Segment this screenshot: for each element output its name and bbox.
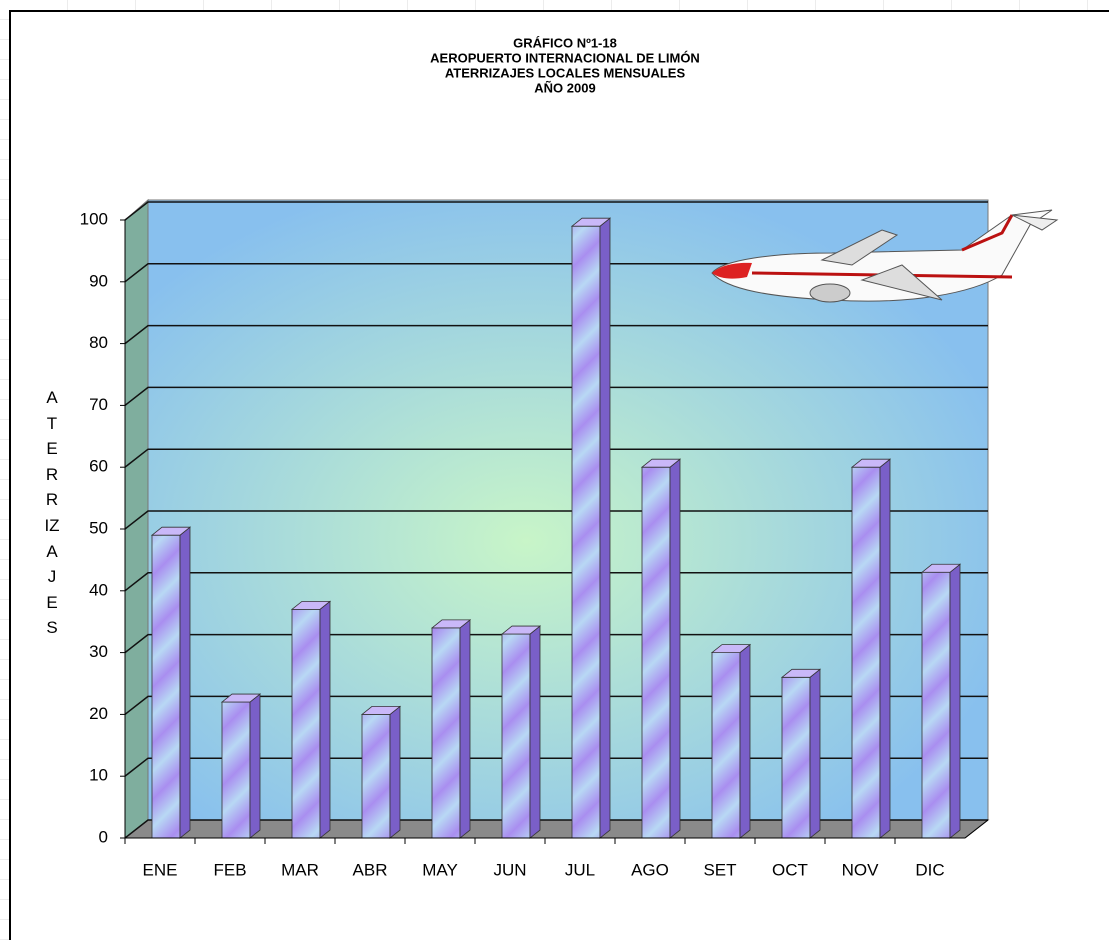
y-tick-label: 100 [80,209,108,228]
bar-side [459,619,471,839]
x-tick-label: MAY [422,860,458,879]
grid-line [124,201,988,221]
bar-front [641,466,671,839]
y-tick-label: 90 [89,271,108,290]
bar-top [150,526,192,536]
grid-line [124,510,988,530]
chart-title: AÑO 2009 [534,80,595,95]
bar [430,619,472,839]
x-tick-label: SET [703,860,736,879]
bar-front [221,701,251,839]
x-tick-label: NOV [842,860,880,879]
bar-front [501,633,531,839]
bar-front [711,652,741,839]
bar [150,526,192,839]
bar-front [431,627,461,839]
bar [500,625,542,839]
bar-top [290,600,332,610]
chart-title: GRÁFICO Nº1-18 [513,35,617,50]
bar [780,668,822,839]
y-tick-label: 20 [89,704,108,723]
bar-top [710,644,752,653]
chart-title: ATERRIZAJES LOCALES MENSUALES [445,65,686,80]
bar-side [319,600,331,839]
bar [220,693,262,839]
bar-top [850,458,892,468]
bar [570,217,612,839]
y-tick-label: 80 [89,333,108,352]
x-tick-label: DIC [915,860,944,879]
grid-line [124,757,988,777]
y-axis-title: ATERRIZAJES [44,388,60,638]
bar [290,600,332,839]
y-tick-label: 70 [89,395,108,414]
bar-top [640,458,682,468]
bar [710,643,752,839]
x-tick-label: ABR [353,860,388,879]
bar-side [599,217,611,839]
grid-line [124,324,988,345]
side-wall [124,198,149,840]
bar-top [220,693,262,703]
bar-front [921,571,951,839]
bar-side [389,705,401,839]
bar-side [739,643,751,839]
y-tick-label: 60 [89,457,108,476]
y-tick-label: 0 [99,827,108,846]
grid-line [124,633,988,654]
bar [850,458,892,839]
y-tick-label: 10 [89,766,108,785]
bar-top [500,625,542,635]
grid-line [124,386,988,406]
bar-side [669,458,681,839]
bar-front [361,714,391,839]
y-tick-label: 40 [89,580,108,599]
x-axis [964,819,989,839]
bar-top [780,668,822,678]
bar-front [571,225,601,839]
x-tick-label: ENE [143,860,178,879]
x-tick-label: OCT [772,860,808,879]
chart-title: AEROPUERTO INTERNACIONAL DE LIMÓN [430,50,700,65]
grid-line [124,263,988,283]
bar-front [291,608,321,839]
x-tick-label: MAR [281,860,319,879]
x-tick-label: JUN [493,860,526,879]
bar-side [249,693,261,839]
bar-side [529,625,541,839]
x-tick-label: JUL [565,860,595,879]
bar-side [179,526,191,839]
bar-top [920,563,962,573]
bar-front [151,534,181,839]
airplane-image [711,209,1059,303]
grid-line [124,572,988,592]
bar-side [809,668,821,839]
bar [920,563,962,839]
x-tick-label: AGO [631,860,669,879]
bar-top [430,619,472,629]
bar-front [851,466,881,839]
bar [360,705,402,839]
bar-side [949,563,961,839]
bar [640,458,682,839]
y-tick-label: 30 [89,642,108,661]
bar-top [570,217,612,227]
bar-front [781,676,811,839]
x-tick-label: FEB [213,860,246,879]
bar-top [360,706,402,715]
grid-line [124,819,988,839]
grid-line [124,448,988,468]
grid-line [124,695,988,715]
y-tick-label: 50 [89,518,108,537]
bar-side [879,458,891,839]
